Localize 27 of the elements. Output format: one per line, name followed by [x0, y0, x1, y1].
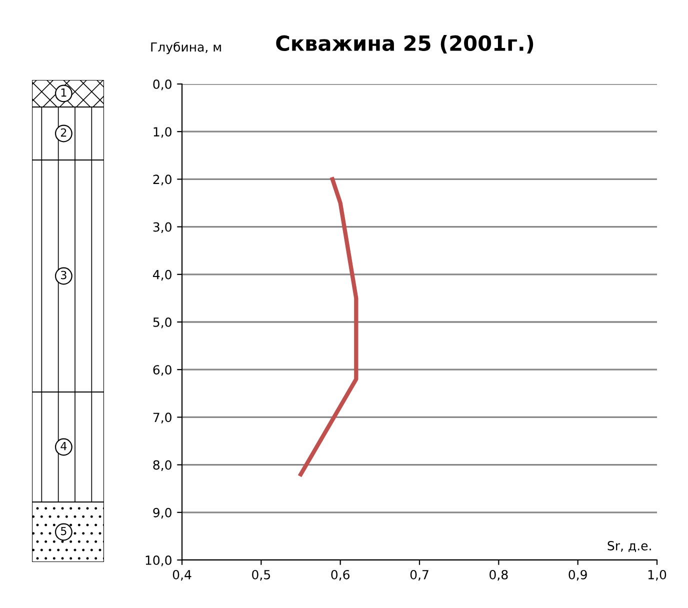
- text: 1: [61, 88, 66, 97]
- x-tick-label: 0,7: [410, 570, 428, 581]
- y-tick-label: 10,0: [146, 555, 172, 566]
- text: 2: [60, 128, 66, 137]
- chart-title: Скважина 25 (2001г.): [276, 34, 534, 54]
- text: 4: [60, 442, 67, 450]
- text: 5: [61, 526, 66, 536]
- y-tick-label: 4,0: [153, 270, 172, 281]
- x-axis-title: Sr, д.е.: [608, 540, 651, 552]
- x-tick-label: 1,0: [648, 570, 666, 581]
- x-tick-label: 0,8: [490, 570, 508, 581]
- y-axis-title: Глубина, м: [151, 42, 221, 54]
- y-tick-label: 8,0: [153, 460, 172, 471]
- y-tick-label: 1,0: [154, 127, 172, 138]
- y-tick-label: 2,0: [153, 174, 172, 186]
- y-tick-label: 6,0: [153, 365, 172, 376]
- y-tick-label: 9,0: [153, 508, 172, 519]
- text: 3: [60, 270, 66, 280]
- x-tick-label: 0,5: [252, 570, 270, 581]
- x-tick-label: 0,4: [172, 570, 192, 581]
- y-tick-label: 7,0: [153, 412, 172, 424]
- y-tick-label: 3,0: [153, 222, 172, 233]
- line-series: [298, 177, 358, 476]
- x-tick-label: 0,9: [568, 570, 587, 581]
- y-tick-label: 5,0: [153, 317, 172, 328]
- x-tick-label: 0,6: [331, 570, 350, 581]
- y-tick-label: 0,0: [153, 79, 172, 90]
